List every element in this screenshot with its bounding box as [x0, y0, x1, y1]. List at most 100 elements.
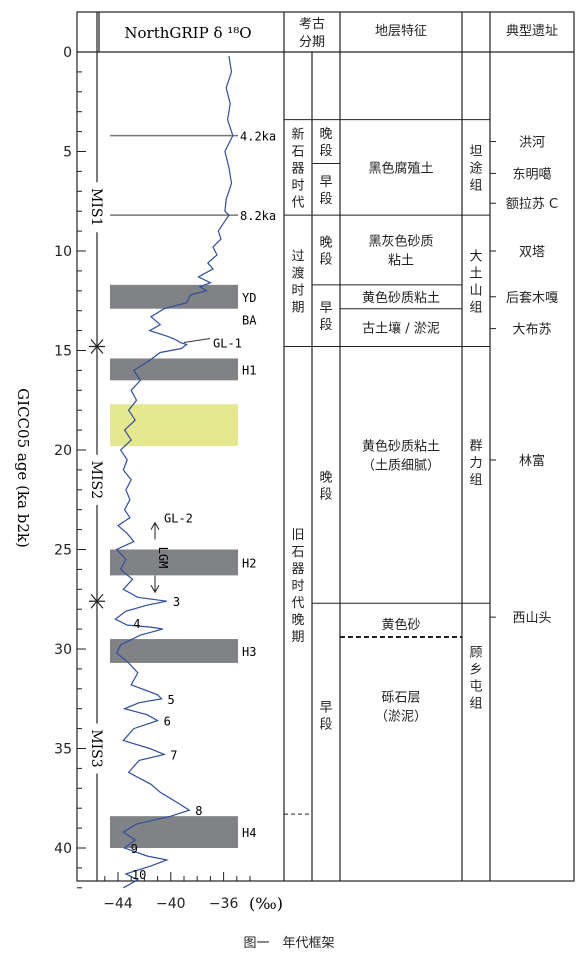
formation-1-char: 大	[469, 249, 482, 264]
mis-label-mis1: MIS1	[88, 188, 104, 226]
band-h3	[110, 639, 238, 663]
lgm-label: LGM	[156, 547, 170, 569]
formation-1-char: 组	[469, 300, 482, 315]
strata-label: 砾石层	[381, 691, 420, 706]
period-0-char: 新	[291, 126, 304, 142]
formation-0-char: 途	[469, 160, 482, 176]
period-2-char: 期	[291, 630, 304, 645]
subperiod-3-char: 早	[319, 301, 332, 316]
y-tick-label: 35	[54, 742, 72, 758]
y-tick-label: 0	[63, 45, 72, 61]
band-label: H2	[242, 556, 256, 570]
y-tick-label: 40	[54, 841, 72, 857]
period-1-char: 过	[291, 249, 304, 264]
figure-frame	[76, 11, 575, 882]
formation-3-char: 乡	[469, 663, 482, 678]
subperiod-3-char: 段	[319, 318, 332, 333]
chart-title: NorthGRIP δ ¹⁸O	[124, 24, 251, 42]
gl1-leader	[183, 338, 211, 344]
site-label: 东明噶	[512, 167, 551, 182]
marker-10: 10	[132, 868, 146, 882]
period-2-char: 石	[291, 545, 304, 560]
strata-label: 黑色腐殖土	[368, 160, 433, 176]
y-tick-label: 10	[54, 244, 72, 260]
chronology-table: 新石器时代过渡时期旧石器时代晚期晚段早段晚段早段晚段早段黑色腐殖土黑灰色砂质粘土…	[284, 119, 558, 815]
y-tick-label: 25	[54, 543, 72, 559]
header-period-line2: 分期	[299, 35, 325, 50]
figure-caption: 图一 年代框架	[243, 936, 334, 951]
band-lgm-highlight	[110, 404, 238, 447]
formation-0-char: 组	[469, 178, 482, 193]
band-yd	[110, 284, 238, 309]
period-0-char: 代	[291, 195, 304, 210]
formation-1-char: 山	[469, 283, 482, 298]
y-tick-label: 20	[54, 443, 72, 459]
lgm-arrowhead-up	[150, 521, 160, 530]
mis-boundary-asterisk	[89, 339, 105, 354]
period-0-char: 时	[291, 178, 304, 193]
subperiod-5-char: 早	[319, 701, 332, 716]
period-1-char: 期	[291, 300, 304, 315]
formation-0-char: 坦	[469, 144, 482, 159]
marker-BA: BA	[242, 314, 257, 328]
mis-label-bg	[90, 723, 104, 774]
period-2-char: 旧	[291, 528, 304, 543]
strata-label: （土质细腻）	[362, 459, 440, 474]
strata-label: 古土壤 / 淤泥	[362, 321, 440, 337]
formation-2-char: 群	[469, 439, 482, 454]
lgm-arrowhead-down	[150, 585, 160, 594]
formation-2-char: 组	[469, 473, 482, 488]
formation-2-char: 力	[469, 456, 482, 471]
mis-column: MIS1 MIS2 MIS3	[88, 12, 105, 881]
subperiod-0-char: 段	[319, 144, 332, 159]
formation-3-char: 屯	[469, 680, 482, 695]
lgm-annotation: LGM	[150, 521, 170, 594]
band-label: YD	[242, 291, 256, 305]
strata-label: 粘土	[388, 254, 414, 269]
period-2-char: 晚	[291, 613, 304, 628]
x-tick-label: −40	[156, 896, 186, 912]
period-0-char: 器	[291, 161, 304, 176]
site-label: 双塔	[519, 245, 545, 260]
mis-label-bg	[90, 454, 104, 505]
subperiod-1-char: 段	[319, 192, 332, 207]
marker-GL-1: GL-1	[213, 337, 242, 351]
y-tick-label: 5	[63, 145, 72, 161]
period-0-char: 石	[291, 144, 304, 159]
y-tick-label: 30	[54, 642, 72, 658]
subperiod-1-char: 早	[319, 175, 332, 190]
strata-label: 黄色砂	[381, 617, 420, 633]
site-label: 后套木嘎	[506, 290, 558, 306]
mis-boundary-asterisk	[89, 593, 105, 609]
site-label: 大布苏	[512, 322, 551, 338]
mis-label-bg	[90, 182, 104, 233]
formation-1-char: 土	[469, 266, 482, 281]
strata-label: （淤泥）	[375, 710, 427, 725]
marker-GL-2: GL-2	[164, 512, 193, 526]
strata-label: 黑灰色砂质	[368, 234, 433, 250]
y-tick-label: 15	[54, 344, 72, 360]
site-label: 洪河	[519, 136, 545, 151]
header-row: NorthGRIP δ ¹⁸O 考古分期 地层特征 典型遗址	[124, 17, 558, 50]
band-label: H3	[242, 645, 256, 659]
header-period-line1: 考古	[299, 17, 325, 32]
subperiod-2-char: 晚	[319, 236, 332, 251]
band-h4	[110, 816, 238, 848]
band-h2	[110, 549, 238, 576]
formation-3-char: 顾	[469, 646, 482, 661]
mis-label-mis2: MIS2	[88, 461, 104, 499]
header-strata: 地层特征	[375, 24, 427, 39]
marker-4.2ka: 4.2ka	[240, 130, 276, 144]
marker-8.2ka: 8.2ka	[240, 209, 276, 223]
band-label: H1	[242, 363, 256, 377]
strata-label: 黄色砂质粘土	[362, 439, 440, 455]
period-2-char: 时	[291, 579, 304, 594]
marker-8: 8	[195, 804, 202, 818]
period-1-char: 渡	[291, 265, 304, 281]
mis-label-mis3: MIS3	[88, 729, 104, 767]
band-h1	[110, 358, 238, 381]
marker-5: 5	[168, 693, 175, 707]
subperiod-0-char: 晚	[319, 127, 332, 142]
